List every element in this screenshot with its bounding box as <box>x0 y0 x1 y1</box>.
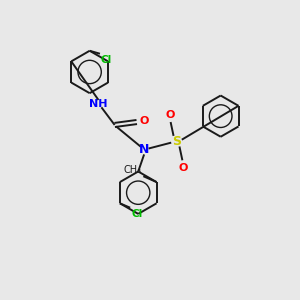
Text: Cl: Cl <box>131 208 142 219</box>
Text: Cl: Cl <box>101 55 112 64</box>
Text: S: S <box>172 135 181 148</box>
Text: O: O <box>139 116 148 126</box>
Text: NH: NH <box>89 99 108 110</box>
Text: CH₃: CH₃ <box>124 165 142 175</box>
Text: N: N <box>139 143 149 157</box>
Text: O: O <box>165 110 175 120</box>
Text: O: O <box>178 163 188 173</box>
